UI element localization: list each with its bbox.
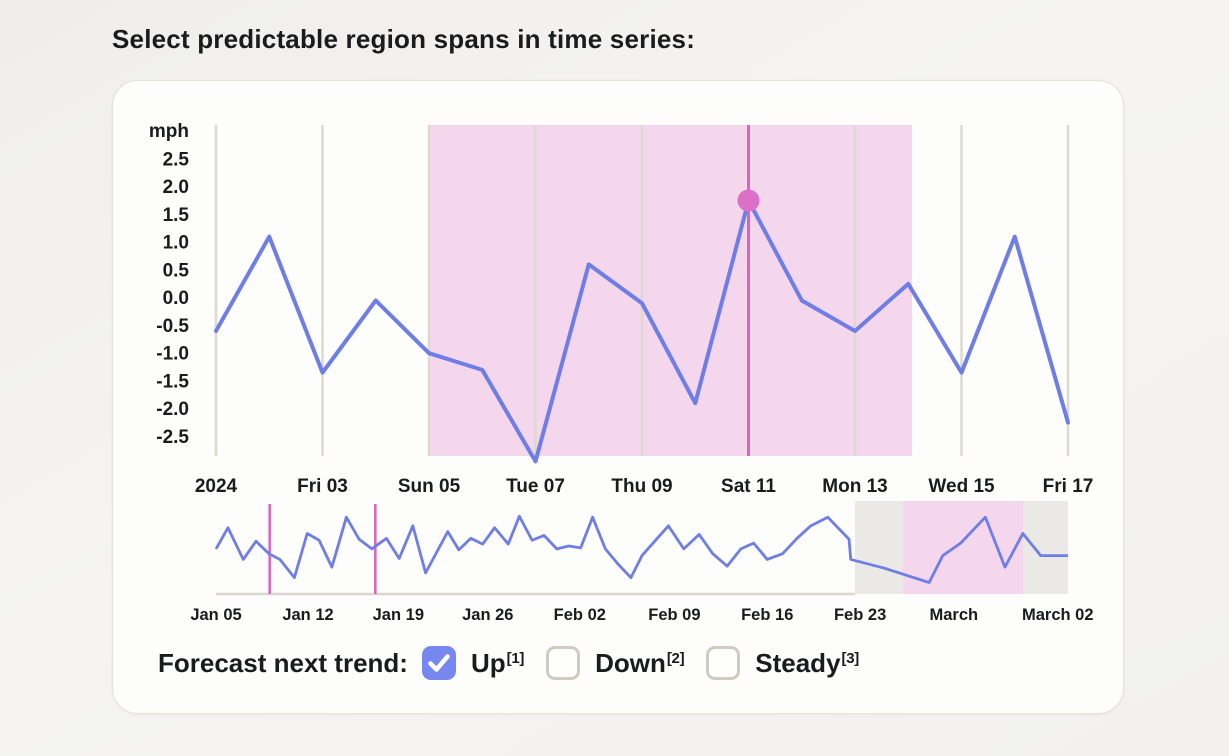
x-tick-label: Wed 15 — [928, 476, 995, 497]
overview-tick-label: Feb 23 — [834, 606, 886, 624]
y-tick-label: -1.5 — [156, 371, 189, 392]
down-checkbox[interactable] — [546, 646, 581, 680]
steady-checkbox[interactable] — [706, 646, 741, 680]
y-tick-label: 2.0 — [163, 177, 189, 198]
selected-span-region[interactable] — [429, 125, 912, 456]
x-tick-label: Fri 17 — [1043, 476, 1094, 497]
down-label: Down[2] — [595, 647, 685, 678]
y-tick-label: 2.5 — [163, 149, 190, 170]
overview-tick-label: Feb 02 — [554, 606, 606, 624]
y-tick-label: 1.5 — [163, 205, 190, 226]
y-tick-label: 0.0 — [163, 288, 189, 309]
down-sup: [2] — [666, 649, 685, 667]
y-tick-label: -2.5 — [156, 427, 189, 448]
forecast-label: Forecast next trend: — [158, 647, 408, 678]
overview-tick-label: Jan 12 — [282, 606, 333, 624]
main-series-line — [214, 198, 1070, 464]
up-checkbox[interactable] — [421, 646, 456, 680]
overview-tick-label: March — [930, 606, 979, 624]
overview-tick-label: Jan 19 — [373, 606, 424, 624]
y-tick-label: 0.5 — [163, 260, 190, 281]
x-tick-label: Tue 07 — [506, 476, 565, 497]
chart-card: mph 2.5 2.0 1.5 1.0 0.5 0.0 -0.5 -1.0 -1.5 -2.0 -2.… — [112, 80, 1124, 714]
selected-point-marker[interactable] — [737, 189, 760, 212]
page-title: Select predictable region spans in time … — [112, 24, 696, 54]
overview-tick-label: March 02 — [1022, 606, 1094, 624]
steady-sup: [3] — [841, 649, 860, 667]
y-tick-label: -2.0 — [156, 399, 189, 420]
up-sup: [1] — [506, 649, 525, 667]
x-tick-label: Sat 11 — [721, 476, 776, 497]
y-tick-label: -0.5 — [156, 316, 189, 337]
overview-tick-label: Jan 05 — [190, 606, 241, 624]
overview-series-line — [214, 514, 1068, 584]
x-tick-label: Thu 09 — [611, 476, 672, 497]
x-tick-label: Mon 13 — [822, 476, 887, 497]
y-tick-label: 1.0 — [163, 233, 189, 254]
overview-tick-label: Feb 09 — [648, 606, 700, 624]
forecast-option-up[interactable]: Up[1] — [421, 646, 525, 680]
x-tick-label: 2024 — [195, 476, 238, 497]
forecast-row: Forecast next trend: Up[1] Down[2] — [158, 642, 859, 684]
x-tick-label: Fri 03 — [297, 476, 348, 497]
forecast-option-down[interactable]: Down[2] — [546, 646, 685, 680]
overview-tick-label: Jan 26 — [462, 606, 513, 624]
steady-label: Steady[3] — [755, 647, 860, 678]
check-icon — [428, 654, 450, 672]
forecast-option-steady[interactable]: Steady[3] — [706, 646, 859, 680]
y-tick-label: -1.0 — [156, 344, 189, 365]
overview-tick-label: Feb 16 — [741, 606, 793, 624]
overview-selected-region[interactable] — [902, 501, 1023, 594]
y-axis-unit-label: mph — [149, 121, 189, 142]
up-label: Up[1] — [470, 647, 525, 678]
timeseries-chart-svg: mph 2.5 2.0 1.5 1.0 0.5 0.0 -0.5 -1.0 -1.5 -2.0 -2.… — [149, 121, 1094, 624]
x-tick-label: Sun 05 — [398, 476, 461, 497]
